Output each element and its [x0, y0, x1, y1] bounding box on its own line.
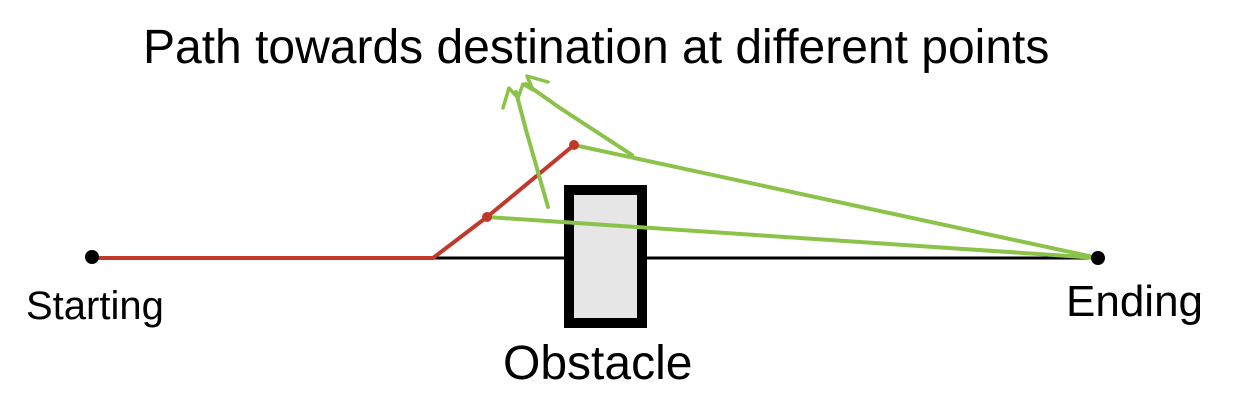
arrow-stroke-left — [514, 90, 550, 209]
guidance-line-point-1 — [485, 215, 1100, 260]
waypoint-dot-1 — [482, 212, 492, 222]
start-point-dot — [85, 250, 99, 264]
guidance-line-point-2 — [572, 143, 1100, 260]
waypoint-dot-2 — [569, 140, 579, 150]
start-label: Starting — [26, 284, 164, 328]
obstacle-box — [564, 185, 647, 328]
end-label: Ending — [1066, 277, 1204, 326]
arrow-stroke-right — [524, 82, 634, 157]
traveled-path — [90, 143, 576, 260]
obstacle-label: Obstacle — [503, 337, 693, 390]
end-point-dot — [1091, 251, 1105, 265]
diagram-title: Path towards destination at different po… — [143, 21, 1050, 74]
arrow-head — [501, 74, 550, 110]
